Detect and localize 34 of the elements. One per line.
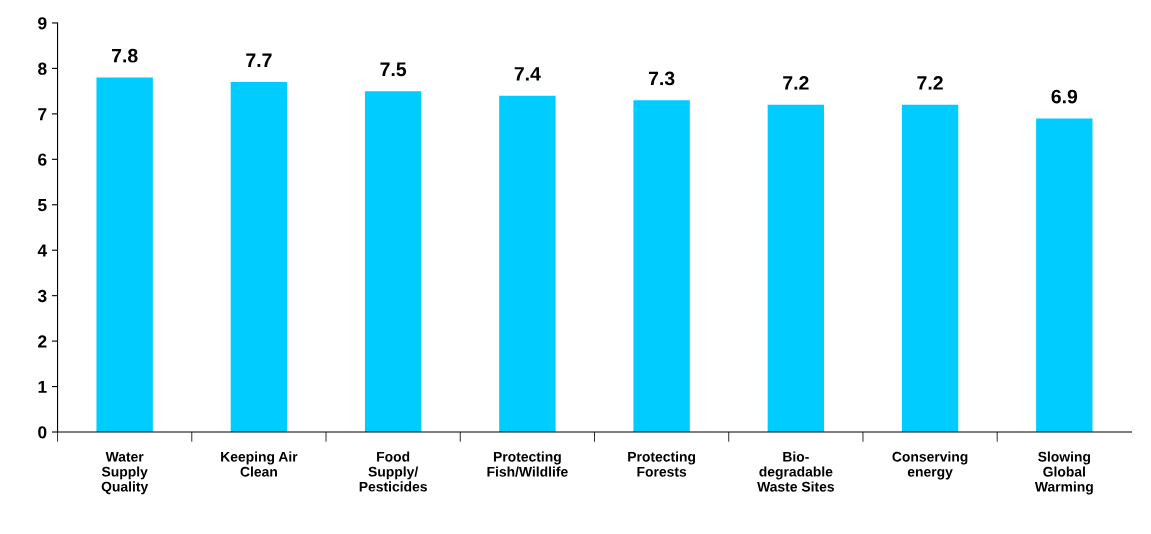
y-tick-label: 5 — [38, 199, 47, 212]
data-label: 7.7 — [246, 53, 272, 67]
x-tick-label: Water Supply Quality — [101, 451, 149, 495]
y-tick-label: 1 — [38, 380, 47, 393]
bar — [364, 91, 422, 433]
bar — [1036, 118, 1093, 433]
x-tick-label: Protecting Forests — [628, 451, 696, 477]
y-tick-label: 6 — [38, 153, 47, 166]
x-tick-label: Conserving energy — [892, 451, 968, 480]
bar — [767, 104, 825, 433]
x-tick-label: Slowing Global Warming — [1034, 451, 1093, 495]
data-label: 7.2 — [783, 76, 809, 90]
data-label: 7.3 — [648, 71, 675, 86]
y-tick-label: 0 — [38, 426, 47, 439]
data-label: 7.8 — [111, 48, 138, 63]
y-tick-label: 9 — [38, 17, 47, 30]
bar — [230, 82, 288, 433]
data-label: 6.9 — [1051, 89, 1078, 104]
x-tick-label: Protecting Fish/Wildlife — [487, 451, 568, 477]
y-tick-label: 4 — [37, 244, 48, 257]
data-label: 7.2 — [917, 76, 943, 90]
bar — [901, 104, 959, 433]
data-label: 7.5 — [380, 62, 407, 77]
y-tick-label: 3 — [37, 289, 47, 303]
data-label: 7.4 — [514, 67, 541, 81]
bar — [499, 95, 556, 433]
y-tick-label: 8 — [38, 62, 47, 75]
bar — [633, 100, 690, 433]
y-tick-label: 7 — [38, 108, 47, 121]
x-tick-label: Keeping Air Clean — [221, 451, 298, 477]
x-tick-label: Bio- degradable Waste Sites — [757, 451, 834, 492]
x-tick-label: Food Supply/ Pesticides — [359, 451, 427, 492]
y-tick-label: 2 — [38, 335, 47, 348]
bar — [96, 77, 153, 433]
